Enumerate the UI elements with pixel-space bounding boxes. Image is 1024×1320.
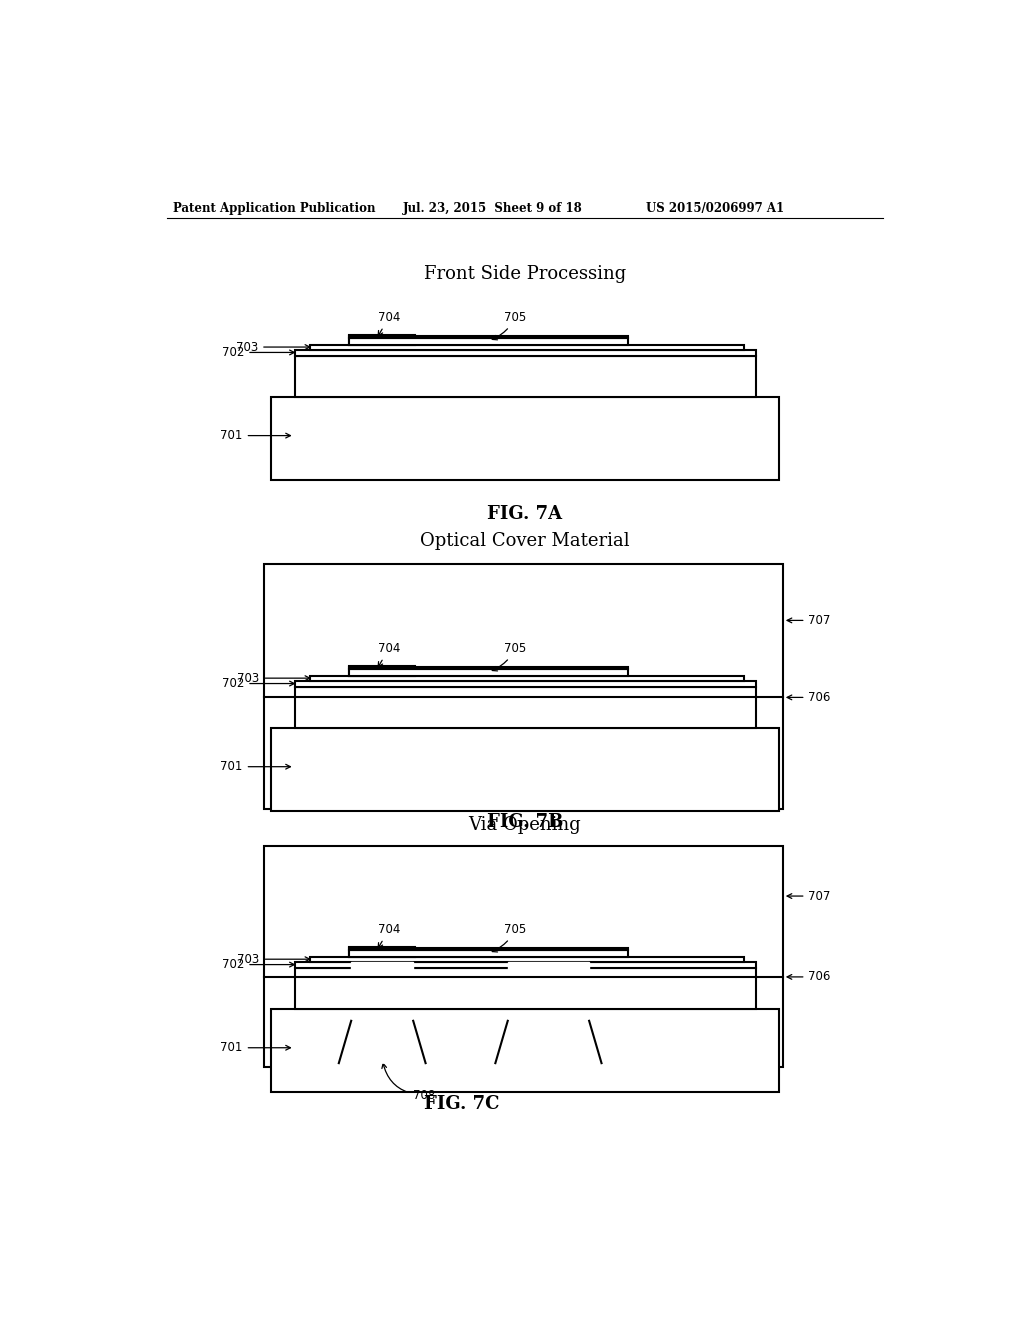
Text: Front Side Processing: Front Side Processing xyxy=(424,265,626,282)
Bar xyxy=(349,948,628,950)
Text: 706: 706 xyxy=(787,970,830,983)
Bar xyxy=(349,946,415,957)
Bar xyxy=(349,335,628,338)
Bar xyxy=(295,355,756,397)
Bar xyxy=(310,957,744,962)
Text: 701: 701 xyxy=(220,760,291,774)
Text: Jul. 23, 2015  Sheet 9 of 18: Jul. 23, 2015 Sheet 9 of 18 xyxy=(403,202,583,215)
Text: 704: 704 xyxy=(378,923,400,948)
Bar xyxy=(263,846,783,1067)
Text: 702: 702 xyxy=(222,677,294,690)
Text: 703: 703 xyxy=(238,953,310,966)
Bar xyxy=(349,338,628,345)
Bar xyxy=(295,350,756,355)
Text: Optical Cover Material: Optical Cover Material xyxy=(420,532,630,550)
Polygon shape xyxy=(339,1020,426,1063)
Text: 702: 702 xyxy=(222,346,294,359)
Bar xyxy=(295,962,756,968)
Polygon shape xyxy=(351,962,414,973)
Text: 705: 705 xyxy=(493,642,526,671)
Bar xyxy=(263,564,783,809)
Bar xyxy=(310,676,744,681)
Bar xyxy=(295,686,756,729)
Text: FIG. 7C: FIG. 7C xyxy=(424,1096,499,1113)
Bar xyxy=(271,729,779,812)
Text: 707: 707 xyxy=(787,890,830,903)
Text: US 2015/0206997 A1: US 2015/0206997 A1 xyxy=(646,202,783,215)
Bar xyxy=(349,665,415,676)
Text: 703: 703 xyxy=(236,341,310,354)
Text: 706: 706 xyxy=(787,690,830,704)
Bar xyxy=(295,681,756,686)
Text: 701: 701 xyxy=(220,1041,291,1055)
Text: 701: 701 xyxy=(220,429,291,442)
Text: 707: 707 xyxy=(787,614,830,627)
Bar xyxy=(349,335,415,345)
Polygon shape xyxy=(496,1020,601,1063)
Text: Via Opening: Via Opening xyxy=(468,816,582,834)
Text: 705: 705 xyxy=(493,923,526,952)
Bar xyxy=(349,669,628,676)
Polygon shape xyxy=(508,962,589,973)
Text: 704: 704 xyxy=(378,312,400,335)
Bar xyxy=(349,950,628,957)
Text: 702: 702 xyxy=(222,958,294,972)
Text: 705: 705 xyxy=(493,312,526,339)
Text: Patent Application Publication: Patent Application Publication xyxy=(173,202,376,215)
Text: FIG. 7B: FIG. 7B xyxy=(486,813,563,832)
Text: 704: 704 xyxy=(378,642,400,667)
Bar xyxy=(295,968,756,1010)
Bar xyxy=(271,1010,779,1093)
Text: 703: 703 xyxy=(238,672,310,685)
Bar xyxy=(271,397,779,480)
Text: FIG. 7A: FIG. 7A xyxy=(487,506,562,523)
Bar xyxy=(310,345,744,350)
Text: 708: 708 xyxy=(382,1064,435,1102)
Bar xyxy=(349,667,628,669)
